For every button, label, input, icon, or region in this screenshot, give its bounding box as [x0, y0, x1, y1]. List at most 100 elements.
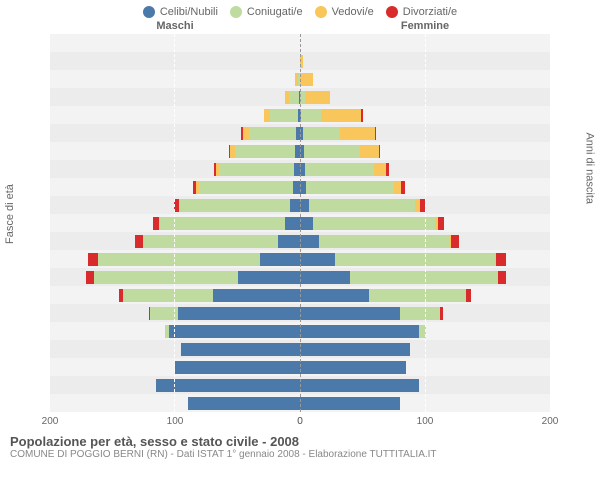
bar-segment — [300, 217, 313, 230]
bar-segment — [335, 253, 495, 266]
bar-segment — [300, 325, 419, 338]
legend-item: Vedovi/e — [315, 6, 374, 18]
bar-segment — [394, 181, 402, 194]
bar-segment — [270, 109, 298, 122]
female-half — [300, 340, 550, 358]
bar-segment — [213, 289, 301, 302]
bar-segment — [175, 361, 300, 374]
bar-segment — [150, 307, 178, 320]
bar-segment — [379, 145, 380, 158]
bar-segment — [135, 235, 143, 248]
bar-segment — [305, 91, 330, 104]
bar-segment — [438, 217, 444, 230]
bar-segment — [300, 271, 350, 284]
bar-segment — [306, 181, 394, 194]
center-axis — [300, 34, 301, 412]
legend-item: Coniugati/e — [230, 6, 303, 18]
male-half — [50, 142, 300, 160]
bar-segment — [180, 199, 290, 212]
x-tick: 200 — [42, 416, 59, 427]
bar-segment — [303, 127, 341, 140]
bar-segment — [451, 235, 459, 248]
bar-segment — [169, 325, 300, 338]
bar-segment — [160, 217, 285, 230]
pyramid-chart: Fasce di età Anni di nascita 100+≤ 19079… — [0, 34, 600, 412]
bar-segment — [360, 145, 379, 158]
bar-segment — [86, 271, 94, 284]
female-half — [300, 304, 550, 322]
bar-segment — [123, 289, 213, 302]
bar-segment — [300, 379, 419, 392]
bar-segment — [300, 361, 406, 374]
bar-segment — [498, 271, 507, 284]
legend-item: Divorziati/e — [386, 6, 457, 18]
legend-swatch — [315, 6, 327, 18]
male-half — [50, 340, 300, 358]
bar-segment — [300, 397, 400, 410]
male-half — [50, 52, 300, 70]
female-half — [300, 88, 550, 106]
legend-item: Celibi/Nubili — [143, 6, 218, 18]
male-half — [50, 88, 300, 106]
bar-segment — [300, 199, 309, 212]
bar-segment — [300, 307, 400, 320]
bar-segment — [350, 271, 498, 284]
bar-segment — [88, 253, 98, 266]
bar-segment — [143, 235, 278, 248]
male-half — [50, 286, 300, 304]
legend-label: Vedovi/e — [332, 6, 374, 18]
bar-segment — [188, 397, 301, 410]
bar-segment — [178, 307, 301, 320]
bar-segment — [420, 199, 425, 212]
bar-segment — [401, 181, 405, 194]
bar-segment — [300, 253, 335, 266]
legend-label: Coniugati/e — [247, 6, 303, 18]
yaxis-right-title: Anni di nascita — [584, 132, 596, 204]
legend-label: Divorziati/e — [403, 6, 457, 18]
legend-swatch — [386, 6, 398, 18]
bar-segment — [400, 307, 440, 320]
header-male: Maschi — [50, 20, 300, 32]
male-half — [50, 178, 300, 196]
bar-segment — [305, 163, 374, 176]
bar-segment — [313, 217, 436, 230]
bar-segment — [289, 91, 299, 104]
bar-segment — [290, 199, 300, 212]
bar-segment — [300, 235, 319, 248]
gender-headers: Maschi Femmine — [0, 20, 600, 34]
bar-segment — [181, 343, 300, 356]
bar-segment — [98, 253, 261, 266]
bar-segment — [238, 271, 301, 284]
female-half — [300, 106, 550, 124]
male-half — [50, 394, 300, 412]
male-half — [50, 160, 300, 178]
bar-segment — [440, 307, 443, 320]
female-half — [300, 70, 550, 88]
male-half — [50, 358, 300, 376]
bar-segment — [199, 181, 293, 194]
bar-segment — [419, 325, 427, 338]
chart-title: Popolazione per età, sesso e stato civil… — [10, 434, 590, 449]
bar-segment — [94, 271, 238, 284]
x-tick: 0 — [297, 416, 303, 427]
female-half — [300, 34, 550, 52]
x-tick: 200 — [542, 416, 559, 427]
female-half — [300, 322, 550, 340]
bar-segment — [496, 253, 506, 266]
bar-segment — [466, 289, 471, 302]
bar-segment — [293, 181, 301, 194]
male-half — [50, 124, 300, 142]
female-half — [300, 160, 550, 178]
x-axis: 01002000100200 — [0, 412, 600, 428]
male-half — [50, 322, 300, 340]
bar-segment — [249, 127, 297, 140]
male-half — [50, 70, 300, 88]
bar-segment — [300, 73, 313, 86]
male-half — [50, 232, 300, 250]
legend: Celibi/Nubili Coniugati/e Vedovi/e Divorzia… — [0, 0, 600, 20]
female-half — [300, 286, 550, 304]
legend-swatch — [230, 6, 242, 18]
bar-segment — [386, 163, 389, 176]
bar-segment — [285, 217, 300, 230]
bar-segment — [156, 379, 300, 392]
